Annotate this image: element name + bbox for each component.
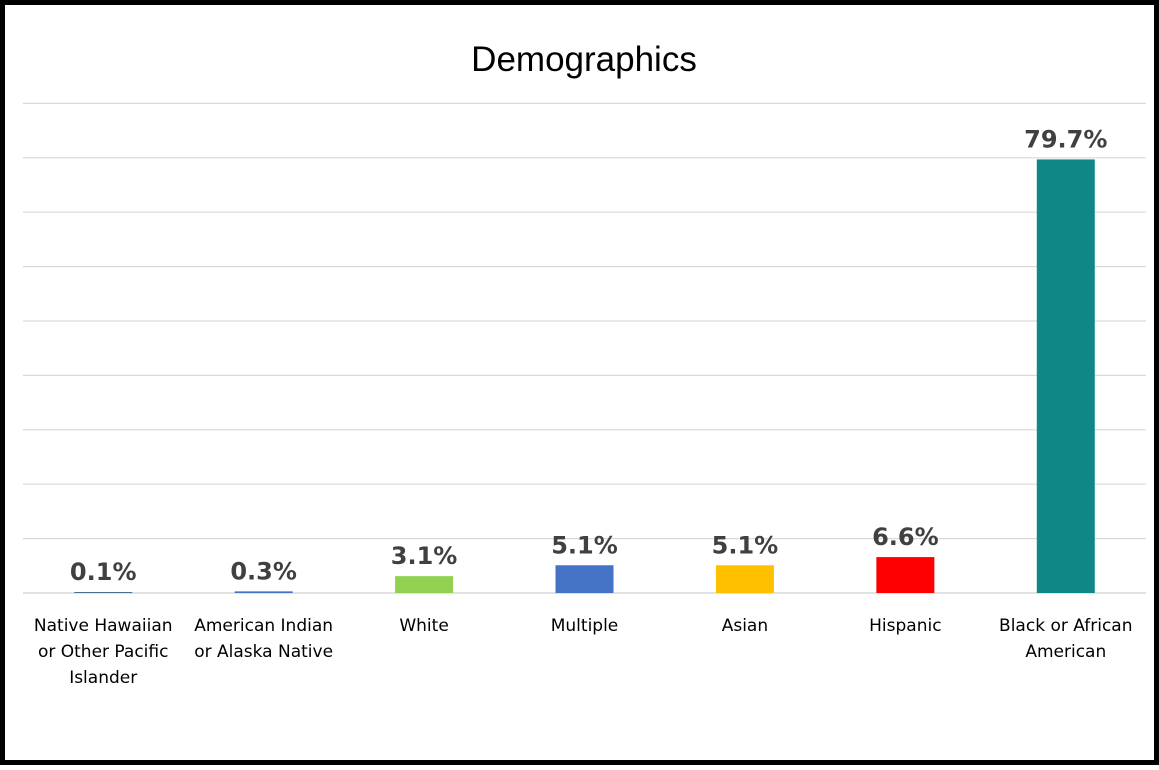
data-label: 5.1%	[551, 531, 618, 559]
tick-label: Native Hawaiian or Other Pacific Islander	[34, 616, 173, 688]
data-label: 5.1%	[712, 531, 779, 559]
bar-asian	[715, 565, 774, 593]
tick-label: Black or African American	[999, 616, 1132, 662]
bar-multiple	[555, 565, 614, 593]
chart-title: Demographics	[471, 40, 697, 79]
tick-label: White	[399, 616, 448, 636]
data-label: 3.1%	[391, 542, 458, 570]
bar-american-indian-or-alaska-native	[234, 591, 293, 593]
gridlines	[23, 102, 1146, 540]
tick-label: American Indian or Alaska Native	[194, 616, 333, 662]
bar-hispanic	[876, 557, 935, 593]
demographics-bar-chart: 0.1% 0.3% 3.1% 5.1% 5.1% 6.6% 79.7% Native Haw…	[23, 40, 1146, 688]
bar-native-hawaiian-or-other-pacific-islander	[74, 592, 133, 593]
tick-label: Multiple	[551, 616, 619, 636]
data-label: 6.6%	[872, 523, 939, 551]
tick-label: Hispanic	[869, 616, 941, 636]
data-labels: 0.1% 0.3% 3.1% 5.1% 5.1% 6.6% 79.7%	[70, 125, 1107, 586]
tick-label: Asian	[722, 616, 768, 636]
bars	[74, 159, 1095, 593]
data-label: 0.1%	[70, 558, 137, 586]
data-label: 79.7%	[1024, 125, 1107, 153]
bar-black-or-african-american	[1036, 159, 1095, 593]
category-tick-labels: Native Hawaiian or Other Pacific Islander A…	[34, 616, 1133, 688]
data-label: 0.3%	[230, 557, 297, 585]
bar-white	[395, 576, 454, 593]
